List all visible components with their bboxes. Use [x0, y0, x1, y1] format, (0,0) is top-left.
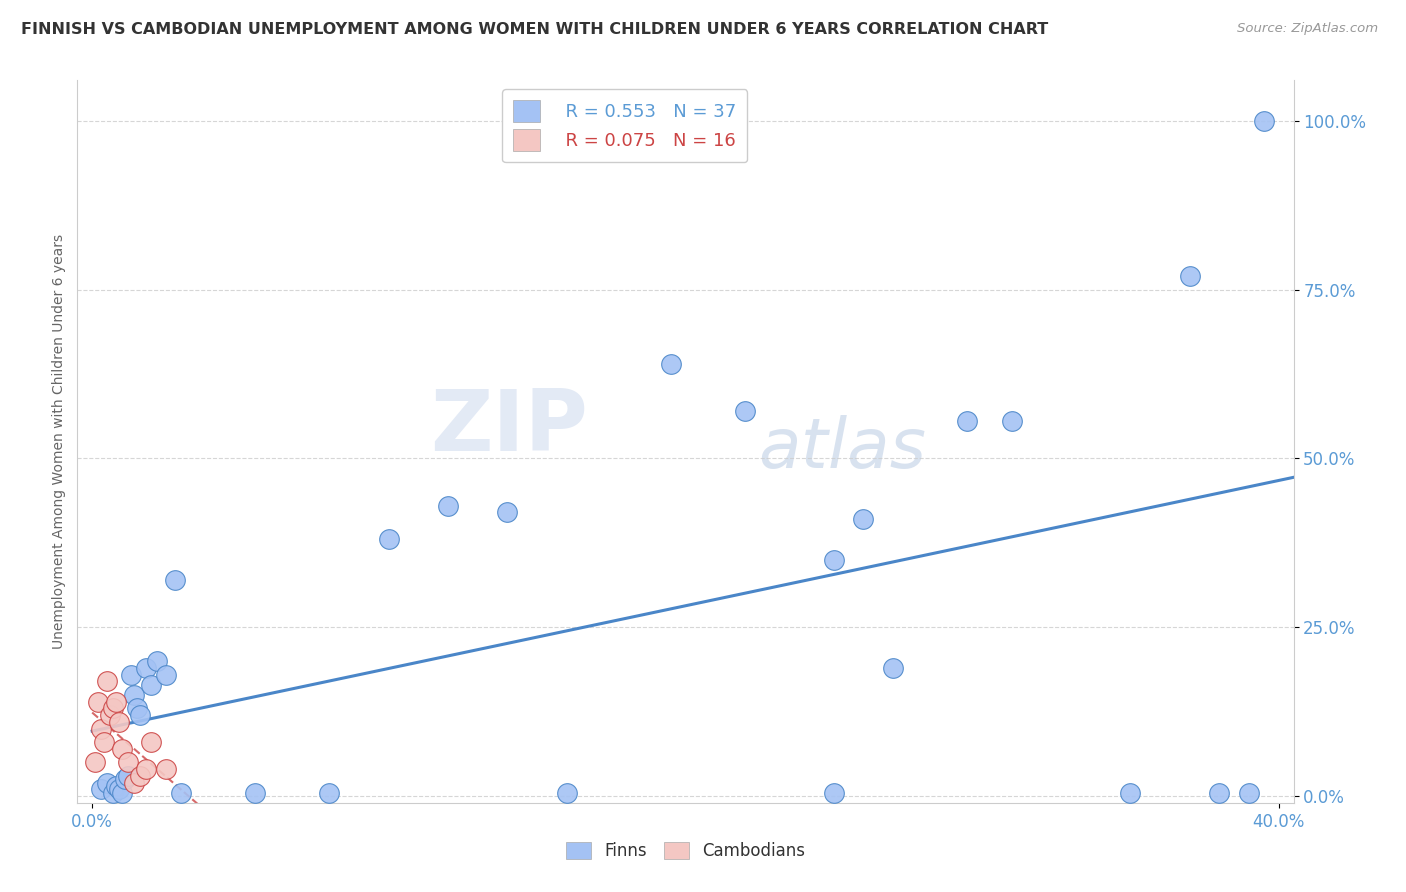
Point	[96, 674, 118, 689]
Point	[1237, 786, 1260, 800]
Point	[1253, 113, 1275, 128]
Point	[1001, 414, 1024, 428]
Point	[1119, 786, 1142, 800]
Point	[141, 735, 163, 749]
Point	[122, 775, 145, 789]
Legend: Finns, Cambodians: Finns, Cambodians	[560, 835, 811, 867]
Point	[1208, 786, 1230, 800]
Text: atlas: atlas	[758, 416, 927, 483]
Point	[1178, 269, 1201, 284]
Point	[104, 694, 127, 708]
Point	[108, 782, 131, 797]
Point	[117, 769, 139, 783]
Point	[93, 735, 115, 749]
Point	[101, 786, 124, 800]
Text: Source: ZipAtlas.com: Source: ZipAtlas.com	[1237, 22, 1378, 36]
Point	[87, 694, 110, 708]
Point	[882, 661, 904, 675]
Point	[823, 552, 845, 566]
Point	[125, 701, 148, 715]
Point	[120, 667, 142, 681]
Point	[318, 786, 340, 800]
Point	[378, 533, 401, 547]
Y-axis label: Unemployment Among Women with Children Under 6 years: Unemployment Among Women with Children U…	[52, 234, 66, 649]
Point	[437, 499, 460, 513]
Point	[155, 667, 177, 681]
Point	[128, 769, 150, 783]
Point	[122, 688, 145, 702]
Point	[555, 786, 578, 800]
Point	[146, 654, 169, 668]
Text: FINNISH VS CAMBODIAN UNEMPLOYMENT AMONG WOMEN WITH CHILDREN UNDER 6 YEARS CORREL: FINNISH VS CAMBODIAN UNEMPLOYMENT AMONG …	[21, 22, 1049, 37]
Point	[852, 512, 875, 526]
Point	[659, 357, 682, 371]
Point	[90, 782, 112, 797]
Point	[117, 756, 139, 770]
Point	[141, 678, 163, 692]
Point	[104, 779, 127, 793]
Point	[98, 708, 121, 723]
Point	[96, 775, 118, 789]
Point	[170, 786, 193, 800]
Point	[165, 573, 187, 587]
Point	[155, 762, 177, 776]
Point	[90, 722, 112, 736]
Point	[101, 701, 124, 715]
Point	[114, 772, 136, 787]
Point	[734, 404, 756, 418]
Point	[84, 756, 107, 770]
Point	[108, 714, 131, 729]
Point	[128, 708, 150, 723]
Point	[823, 786, 845, 800]
Text: ZIP: ZIP	[430, 385, 588, 468]
Point	[956, 414, 979, 428]
Point	[135, 762, 157, 776]
Point	[245, 786, 267, 800]
Point	[496, 505, 519, 519]
Point	[135, 661, 157, 675]
Point	[111, 741, 134, 756]
Point	[111, 786, 134, 800]
